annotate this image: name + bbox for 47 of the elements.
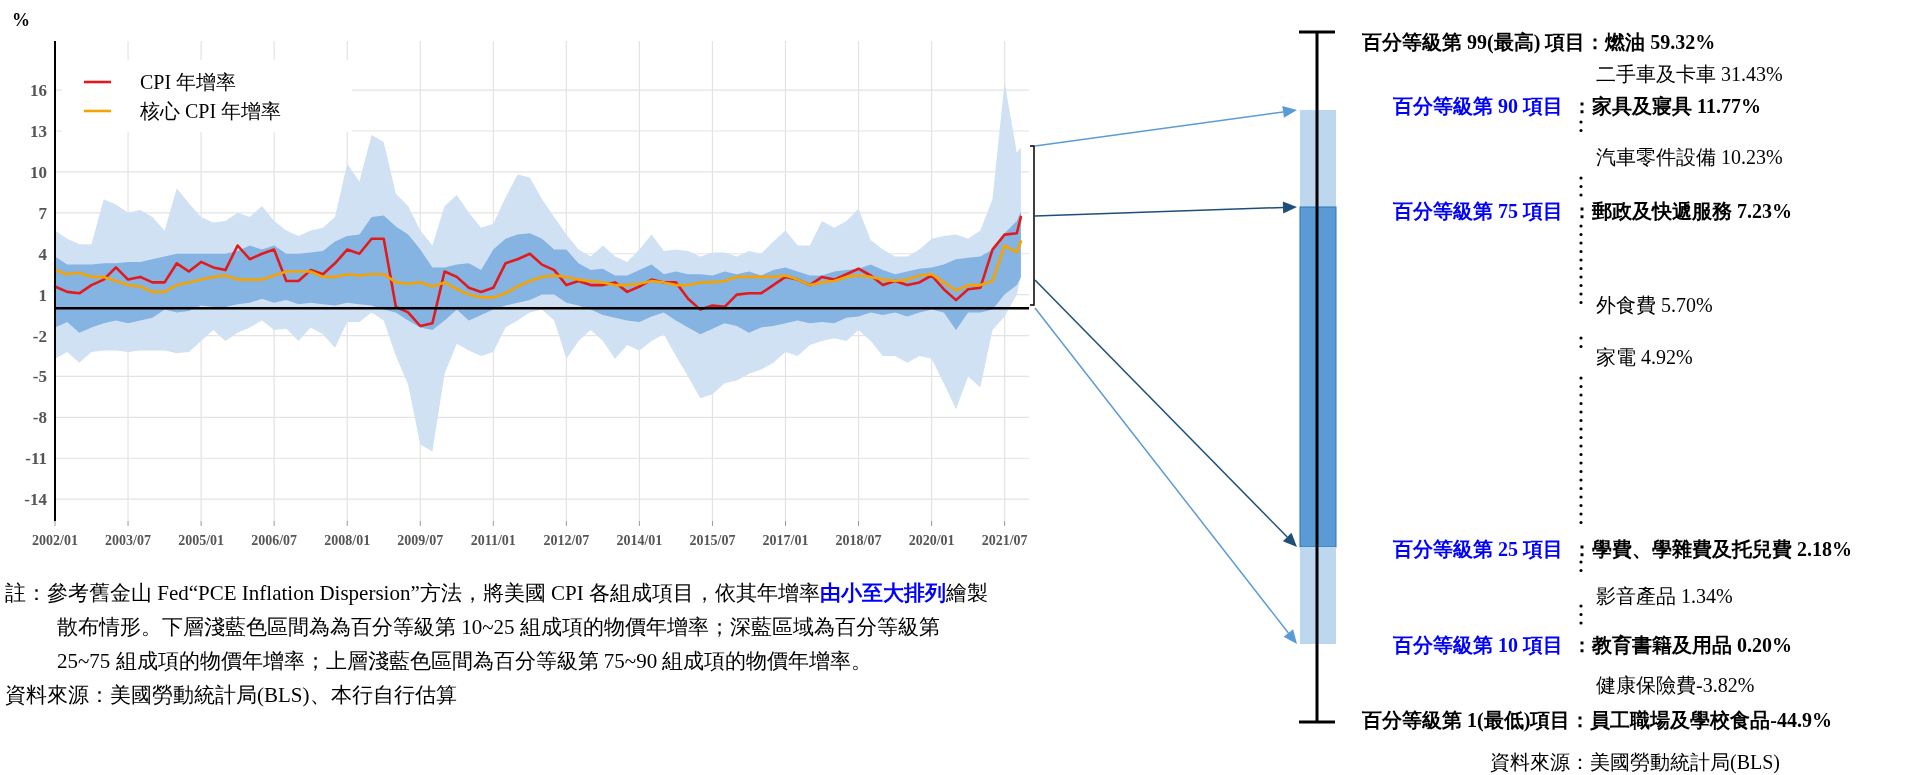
y-tick-label: 7 [38, 203, 48, 223]
text: ：郵政及快遞服務 7.23% [1572, 200, 1792, 222]
text: 百分等級第 90 項目 [1392, 95, 1563, 117]
x-tick-label: 2002/01 [32, 533, 78, 548]
y-tick-label: -2 [32, 326, 47, 346]
legend-label: 核心 CPI 年增率 [139, 100, 282, 122]
legend-label: CPI 年增率 [140, 71, 237, 93]
text: 百分等級第 75 項目 [1392, 200, 1563, 222]
x-tick-label: 2021/07 [981, 533, 1028, 548]
y-tick-label: -5 [32, 367, 47, 387]
y-tick-label: 16 [30, 81, 47, 101]
text: ：家具及寢具 11.77% [1572, 95, 1761, 117]
y-tick-label: -8 [32, 408, 47, 428]
y-tick-label: 1 [38, 285, 47, 305]
x-tick-label: 2008/01 [324, 533, 371, 548]
text: ：教育書籍及用品 0.20% [1572, 634, 1792, 656]
x-tick-label: 2006/07 [251, 533, 298, 548]
text: 百分等級第 1(最低)項目：員工職場及學校食品-44.9% [1361, 709, 1832, 732]
text: 外食費 5.70% [1596, 294, 1713, 316]
text: 家電 4.92% [1596, 346, 1693, 368]
text: 健康保險費-3.82% [1596, 674, 1755, 696]
x-tick-label: 2014/01 [616, 533, 663, 548]
y-tick-label: 4 [38, 244, 48, 264]
x-tick-label: 2018/07 [835, 533, 882, 548]
x-tick-label: 2015/07 [689, 533, 736, 548]
x-tick-label: 2017/01 [762, 533, 809, 548]
text: 二手車及卡車 31.43% [1596, 63, 1783, 85]
x-tick-label: 2020/01 [908, 533, 955, 548]
source-note: 資料來源：美國勞動統計局(BLS)、本行自行估算 [5, 683, 457, 707]
x-tick-label: 2005/01 [178, 533, 225, 548]
y-tick-label: -11 [25, 449, 47, 469]
source-note: 資料來源：美國勞動統計局(BLS) [1490, 751, 1780, 774]
y-axis-title: % [12, 10, 30, 30]
y-tick-label: 13 [30, 122, 47, 141]
text: 百分等級第 99(最高) 項目：燃油 59.32% [1361, 31, 1716, 54]
text: 影音產品 1.34% [1596, 585, 1733, 607]
text: ：學費、學雜費及托兒費 2.18% [1572, 538, 1852, 560]
y-tick-label: -14 [24, 490, 48, 510]
x-tick-label: 2003/07 [105, 533, 151, 548]
text: 百分等級第 10 項目 [1392, 634, 1563, 656]
text: 汽車零件設備 10.23% [1596, 146, 1783, 168]
text: 註：參考舊金山 Fed“PCE Inflation Dispersion”方法，將美國 CPI 各組成項目，依其年增率由小至大排列繪製散布情形。下層淺藍色區間為為百分等級第 10~25 組成項的物價年增率；深藍區域為百分等級第 25~75 組成項的物價年增率；上層淺藍色區間為百分等級第 75~90 組成項的物價年增率。 [5, 581, 988, 673]
y-tick-label: 10 [30, 162, 47, 182]
x-tick-label: 2011/01 [470, 533, 516, 548]
x-tick-label: 2009/07 [397, 533, 444, 548]
x-tick-label: 2012/07 [543, 533, 590, 548]
text: 百分等級第 25 項目 [1392, 538, 1563, 560]
